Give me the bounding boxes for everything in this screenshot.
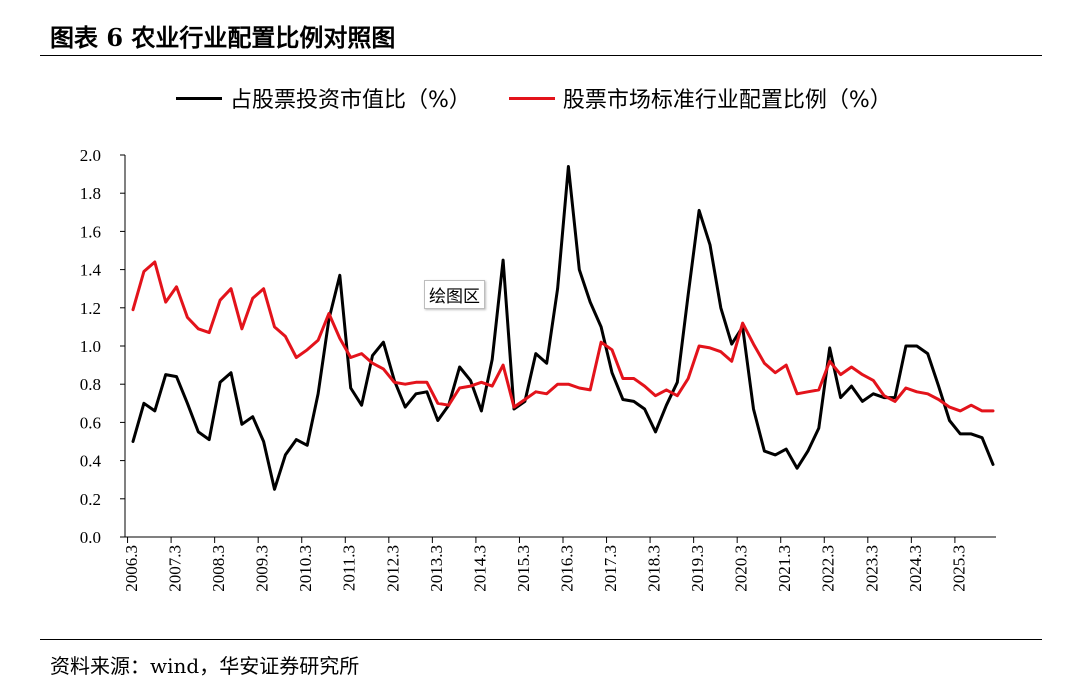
y-tick-label: 0.4 — [80, 452, 102, 471]
series-line-2 — [131, 260, 995, 413]
plot-area-label: 绘图区 — [424, 280, 485, 309]
page-title: 图表 6 农业行业配置比例对照图 — [50, 23, 396, 52]
x-tick-label: 2007.3 — [166, 545, 185, 592]
chart-axes: 0.0 0.2 0.4 0.6 0.8 1.0 1.2 1.4 1.6 1.8 2.0 2006.3 2… — [80, 146, 996, 592]
y-tick-label: 0.2 — [80, 490, 101, 509]
x-tick-label: 2013.3 — [427, 545, 446, 592]
chart-legend: 占股票投资市值比（%） 股票市场标准行业配置比例（%） — [176, 82, 892, 114]
y-tick-label: 0.8 — [80, 375, 101, 394]
y-tick-label: 1.4 — [80, 261, 102, 280]
x-tick-label: 2010.3 — [296, 545, 315, 592]
x-tick-label: 2016.3 — [557, 545, 576, 592]
x-tick-label: 2006.3 — [122, 545, 141, 592]
x-tick-label: 2009.3 — [253, 545, 272, 592]
y-tick-label: 1.2 — [80, 299, 101, 318]
x-tick-label: 2019.3 — [688, 545, 707, 592]
legend-item-series-2: 股票市场标准行业配置比例（%） — [508, 82, 892, 114]
y-tick-label: 0.6 — [80, 413, 101, 432]
x-tick-label: 2021.3 — [775, 545, 794, 592]
title-rule — [40, 55, 1042, 56]
x-tick-label: 2015.3 — [514, 545, 533, 592]
legend-item-series-1: 占股票投资市值比（%） — [176, 82, 471, 114]
x-tick-label: 2014.3 — [470, 545, 489, 592]
y-tick-label: 1.8 — [80, 184, 101, 203]
y-tick-label: 0.0 — [80, 528, 101, 547]
source-note: 资料来源：wind，华安证券研究所 — [50, 654, 360, 678]
legend-label-series-2: 股票市场标准行业配置比例（%） — [562, 88, 892, 113]
y-tick-label: 1.6 — [80, 222, 101, 241]
x-tick-label: 2012.3 — [383, 545, 402, 592]
x-tick-label: 2017.3 — [601, 545, 620, 592]
x-tick-label: 2008.3 — [209, 545, 228, 592]
chart-series — [131, 165, 995, 491]
footer-rule — [40, 639, 1042, 640]
x-tick-label: 2020.3 — [732, 545, 751, 592]
series-line-1 — [131, 165, 995, 491]
x-tick-label: 2023.3 — [862, 545, 881, 592]
y-tick-label: 2.0 — [80, 146, 101, 165]
x-tick-label: 2022.3 — [819, 545, 838, 592]
y-tick-label: 1.0 — [80, 337, 101, 356]
legend-swatch-series-1 — [176, 96, 222, 100]
legend-swatch-series-2 — [508, 96, 555, 100]
x-tick-label: 2018.3 — [645, 545, 664, 592]
x-tick-label: 2011.3 — [340, 545, 359, 591]
legend-label-series-1: 占股票投资市值比（%） — [230, 88, 471, 113]
x-tick-label: 2025.3 — [949, 545, 968, 592]
x-tick-label: 2024.3 — [906, 545, 925, 592]
